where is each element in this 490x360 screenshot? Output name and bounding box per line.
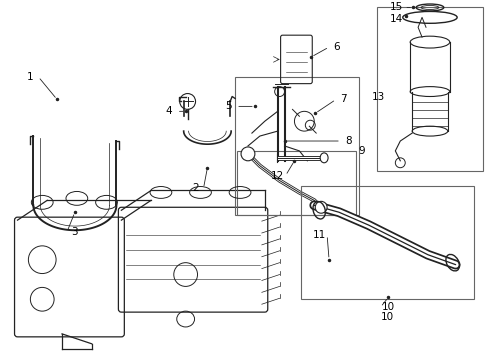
Circle shape <box>315 201 327 213</box>
Text: 1: 1 <box>27 72 34 82</box>
Text: 5: 5 <box>225 102 231 111</box>
Bar <box>301 185 474 299</box>
Text: 10: 10 <box>382 302 395 312</box>
Text: 15: 15 <box>390 3 403 13</box>
Bar <box>235 77 359 215</box>
Circle shape <box>241 147 255 161</box>
Bar <box>376 8 483 171</box>
Text: 7: 7 <box>341 94 347 104</box>
Text: 4: 4 <box>166 106 172 116</box>
Text: 10: 10 <box>381 312 394 322</box>
Text: 3: 3 <box>72 227 78 237</box>
Text: 8: 8 <box>345 136 352 146</box>
Text: 6: 6 <box>334 42 340 52</box>
Text: 14: 14 <box>390 14 403 24</box>
Text: 13: 13 <box>372 91 385 102</box>
Text: 12: 12 <box>271 171 284 181</box>
Ellipse shape <box>320 153 328 163</box>
Bar <box>237 151 356 215</box>
Text: 9: 9 <box>358 146 365 156</box>
Text: 11: 11 <box>313 230 326 240</box>
Text: 2: 2 <box>192 184 199 193</box>
